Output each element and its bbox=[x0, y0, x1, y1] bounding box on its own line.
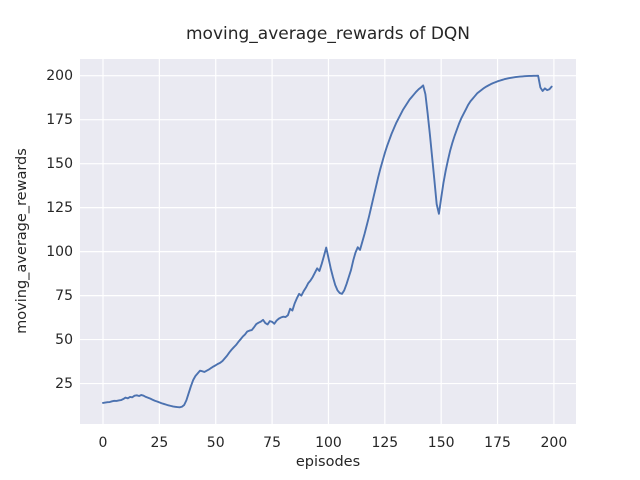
y-tick-label: 100 bbox=[46, 243, 73, 260]
x-tick-label: 125 bbox=[371, 435, 399, 451]
series-line-moving_average_rewards bbox=[102, 74, 553, 409]
y-tick-label: 50 bbox=[55, 331, 73, 348]
x-tick-label: 200 bbox=[540, 435, 568, 451]
x-tick-label: 100 bbox=[315, 435, 342, 451]
chart-title: moving_average_rewards of DQN bbox=[185, 24, 471, 44]
y-tick-label: 25 bbox=[55, 375, 73, 392]
plot-area bbox=[80, 59, 576, 424]
x-tick-label: 150 bbox=[427, 435, 455, 451]
x-axis-label: episodes bbox=[295, 454, 361, 470]
y-tick-label: 175 bbox=[46, 111, 73, 128]
y-tick-label: 200 bbox=[46, 67, 73, 84]
x-tick-label: 175 bbox=[484, 435, 511, 451]
x-tick-label: 50 bbox=[206, 435, 225, 451]
y-tick-label: 150 bbox=[46, 155, 73, 172]
y-tick-label: 75 bbox=[55, 287, 73, 304]
line-chart-svg bbox=[80, 59, 576, 424]
x-tick-label: 0 bbox=[98, 435, 108, 451]
x-tick-label: 75 bbox=[263, 435, 281, 451]
y-tick-label: 125 bbox=[46, 199, 73, 216]
y-axis-label: moving_average_rewards bbox=[14, 148, 30, 334]
x-tick-label: 25 bbox=[150, 435, 169, 451]
